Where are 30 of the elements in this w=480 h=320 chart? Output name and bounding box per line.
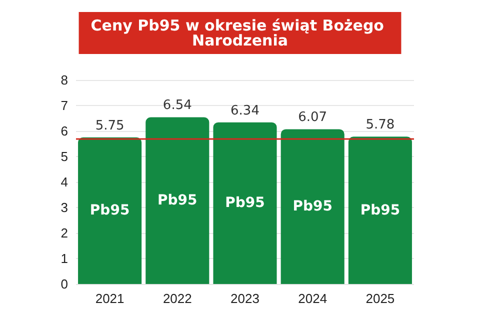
series-label: Pb95 (90, 202, 130, 219)
data-label: 6.07 (298, 110, 328, 126)
chart-title: Ceny Pb95 w okresie świąt Bożego Narodzenia (90, 16, 390, 50)
y-tick-label: 1 (60, 251, 68, 266)
x-tick-label: 2025 (366, 291, 395, 306)
y-tick-label: 7 (60, 98, 68, 113)
data-label: 6.34 (230, 103, 260, 118)
bar (146, 117, 210, 284)
text: Pb95 (225, 195, 265, 212)
bar (78, 137, 142, 284)
data-label: 5.78 (366, 118, 395, 133)
text: Pb95 (292, 198, 332, 215)
bar (348, 136, 412, 284)
x-tick-label: 2022 (162, 291, 192, 306)
y-tick-label: 2 (60, 226, 68, 240)
y-tick-label: 5 (60, 149, 68, 164)
y-tick-label: 3 (60, 200, 68, 215)
x-tick-label: 2023 (230, 291, 260, 306)
y-tick-label: 6 (60, 124, 68, 138)
text: Pb95 (158, 192, 198, 209)
y-tick-label: 0 (60, 276, 68, 292)
data-label: 5.75 (95, 118, 124, 134)
bar (280, 129, 344, 284)
bar (213, 122, 277, 284)
y-tick-label: 4 (60, 174, 68, 190)
data-label: 6.54 (162, 98, 192, 114)
x-tick-label: 2024 (298, 291, 328, 306)
x-tick-label: 2021 (95, 291, 124, 306)
text: Pb95 (360, 202, 400, 218)
y-tick-label: 8 (60, 72, 68, 88)
